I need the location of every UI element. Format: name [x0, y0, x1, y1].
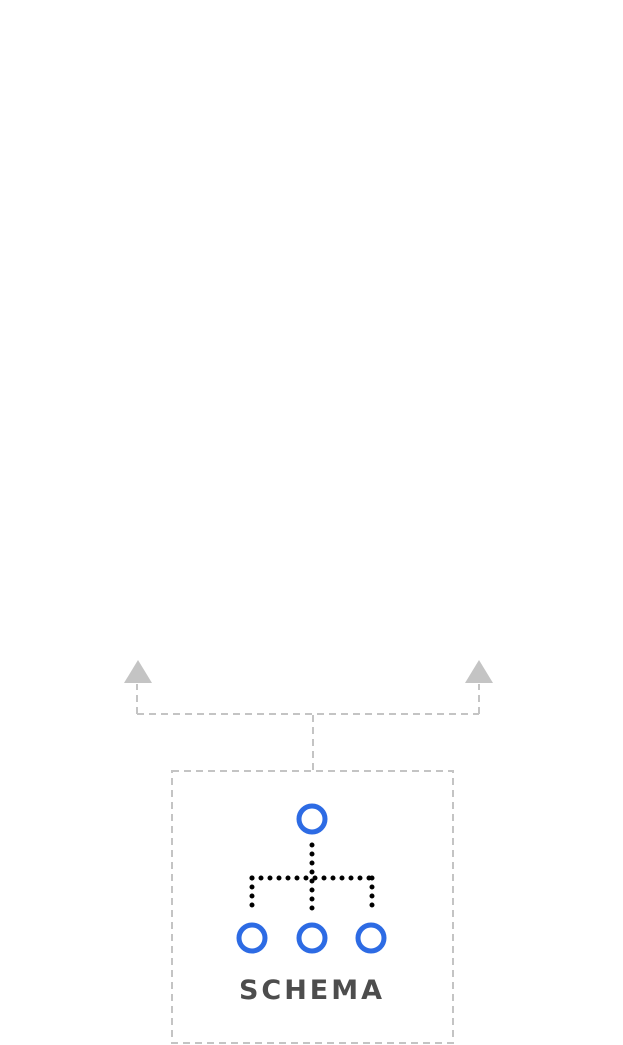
tree-node-root [296, 803, 328, 835]
tree-node-right [355, 922, 387, 954]
hierarchy-tree-icon [236, 803, 387, 954]
tree-node-middle [296, 922, 328, 954]
arrow-up-right-icon [465, 660, 493, 683]
arrow-up-left-icon [124, 660, 152, 683]
tree-node-left [236, 922, 268, 954]
connector-lines [136, 684, 480, 770]
schema-label: SCHEMA [238, 975, 386, 1006]
